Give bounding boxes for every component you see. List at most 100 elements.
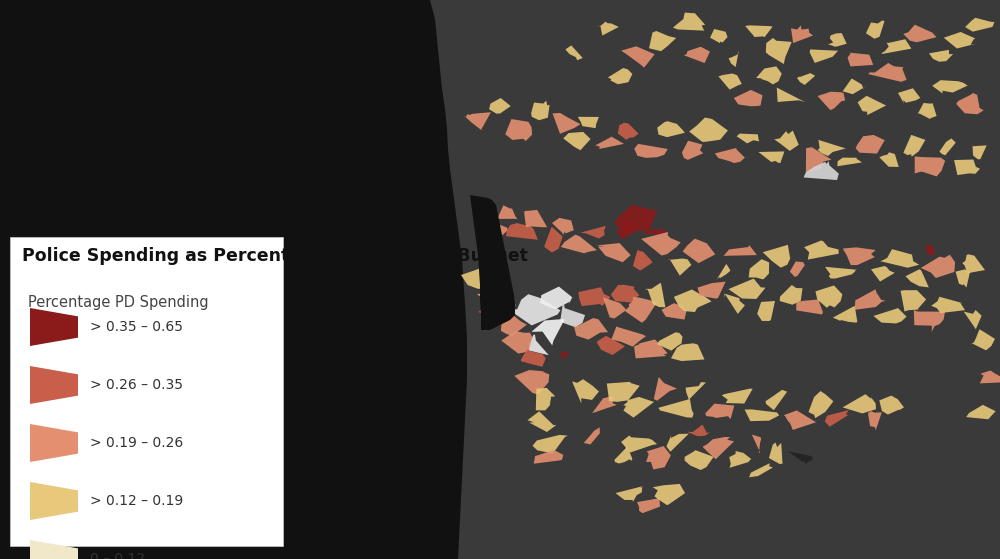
Polygon shape	[879, 152, 899, 167]
Polygon shape	[616, 486, 644, 502]
Polygon shape	[962, 254, 985, 273]
Polygon shape	[828, 33, 847, 47]
Polygon shape	[686, 382, 706, 400]
Polygon shape	[544, 227, 563, 253]
Polygon shape	[646, 446, 671, 470]
Polygon shape	[825, 267, 857, 278]
Polygon shape	[521, 349, 546, 367]
Polygon shape	[705, 404, 734, 419]
Polygon shape	[698, 282, 726, 299]
Polygon shape	[658, 399, 694, 418]
Polygon shape	[657, 121, 685, 137]
Polygon shape	[980, 371, 1000, 383]
Polygon shape	[804, 162, 839, 180]
Polygon shape	[553, 113, 580, 134]
Polygon shape	[797, 73, 815, 85]
Polygon shape	[965, 18, 994, 32]
Polygon shape	[671, 343, 705, 361]
Polygon shape	[611, 285, 639, 303]
Polygon shape	[687, 425, 710, 436]
Polygon shape	[855, 290, 886, 310]
Polygon shape	[765, 390, 787, 410]
Polygon shape	[565, 45, 583, 60]
Polygon shape	[524, 210, 547, 227]
Text: 0 – 0.12: 0 – 0.12	[90, 552, 145, 559]
Polygon shape	[790, 262, 805, 277]
Polygon shape	[769, 443, 783, 464]
Polygon shape	[669, 258, 691, 276]
Polygon shape	[685, 450, 714, 470]
Polygon shape	[661, 303, 686, 320]
Polygon shape	[796, 300, 823, 315]
Polygon shape	[536, 388, 555, 410]
Polygon shape	[724, 245, 757, 256]
Polygon shape	[808, 391, 833, 418]
Polygon shape	[30, 424, 78, 462]
Polygon shape	[477, 291, 501, 304]
Polygon shape	[858, 96, 886, 115]
Polygon shape	[649, 31, 676, 51]
Polygon shape	[501, 331, 532, 353]
Polygon shape	[715, 148, 745, 163]
Polygon shape	[939, 139, 956, 155]
Polygon shape	[616, 221, 633, 239]
Polygon shape	[497, 205, 518, 220]
Polygon shape	[972, 144, 988, 159]
Polygon shape	[898, 88, 920, 105]
Polygon shape	[871, 266, 895, 282]
Polygon shape	[489, 98, 511, 113]
Polygon shape	[868, 63, 907, 82]
Polygon shape	[717, 264, 730, 280]
Polygon shape	[722, 389, 753, 404]
Polygon shape	[734, 90, 763, 106]
Polygon shape	[634, 339, 668, 358]
Polygon shape	[777, 88, 806, 102]
Polygon shape	[563, 132, 591, 150]
Polygon shape	[825, 410, 851, 429]
Polygon shape	[806, 147, 831, 173]
Polygon shape	[791, 25, 813, 43]
Polygon shape	[531, 101, 550, 120]
Polygon shape	[745, 25, 773, 37]
Polygon shape	[30, 482, 78, 520]
Polygon shape	[756, 67, 782, 84]
Polygon shape	[464, 112, 491, 130]
Polygon shape	[470, 195, 515, 330]
Polygon shape	[534, 450, 563, 463]
Polygon shape	[527, 411, 556, 432]
Polygon shape	[478, 224, 508, 243]
Polygon shape	[929, 50, 953, 61]
Polygon shape	[843, 248, 876, 265]
Polygon shape	[505, 119, 532, 141]
Polygon shape	[971, 329, 995, 350]
Text: Percentage PD Spending: Percentage PD Spending	[28, 295, 209, 310]
Polygon shape	[666, 434, 689, 452]
Polygon shape	[804, 240, 839, 259]
Polygon shape	[603, 297, 626, 319]
Polygon shape	[729, 50, 739, 67]
Polygon shape	[597, 336, 625, 355]
Polygon shape	[674, 290, 712, 312]
Polygon shape	[673, 12, 705, 31]
Polygon shape	[608, 68, 632, 84]
Polygon shape	[574, 318, 608, 340]
Polygon shape	[905, 269, 929, 287]
Polygon shape	[881, 39, 911, 54]
Polygon shape	[925, 244, 935, 255]
Polygon shape	[614, 447, 632, 463]
Polygon shape	[956, 269, 970, 287]
Polygon shape	[684, 47, 710, 63]
Polygon shape	[597, 243, 631, 262]
Polygon shape	[461, 268, 496, 289]
Polygon shape	[932, 80, 968, 93]
Polygon shape	[931, 297, 965, 313]
Polygon shape	[758, 151, 784, 163]
Polygon shape	[903, 25, 937, 42]
Polygon shape	[30, 540, 78, 559]
Polygon shape	[774, 130, 799, 151]
Polygon shape	[880, 249, 919, 268]
Polygon shape	[784, 410, 816, 430]
Polygon shape	[623, 397, 654, 418]
Polygon shape	[918, 103, 937, 119]
Text: > 0.12 – 0.19: > 0.12 – 0.19	[90, 494, 183, 508]
